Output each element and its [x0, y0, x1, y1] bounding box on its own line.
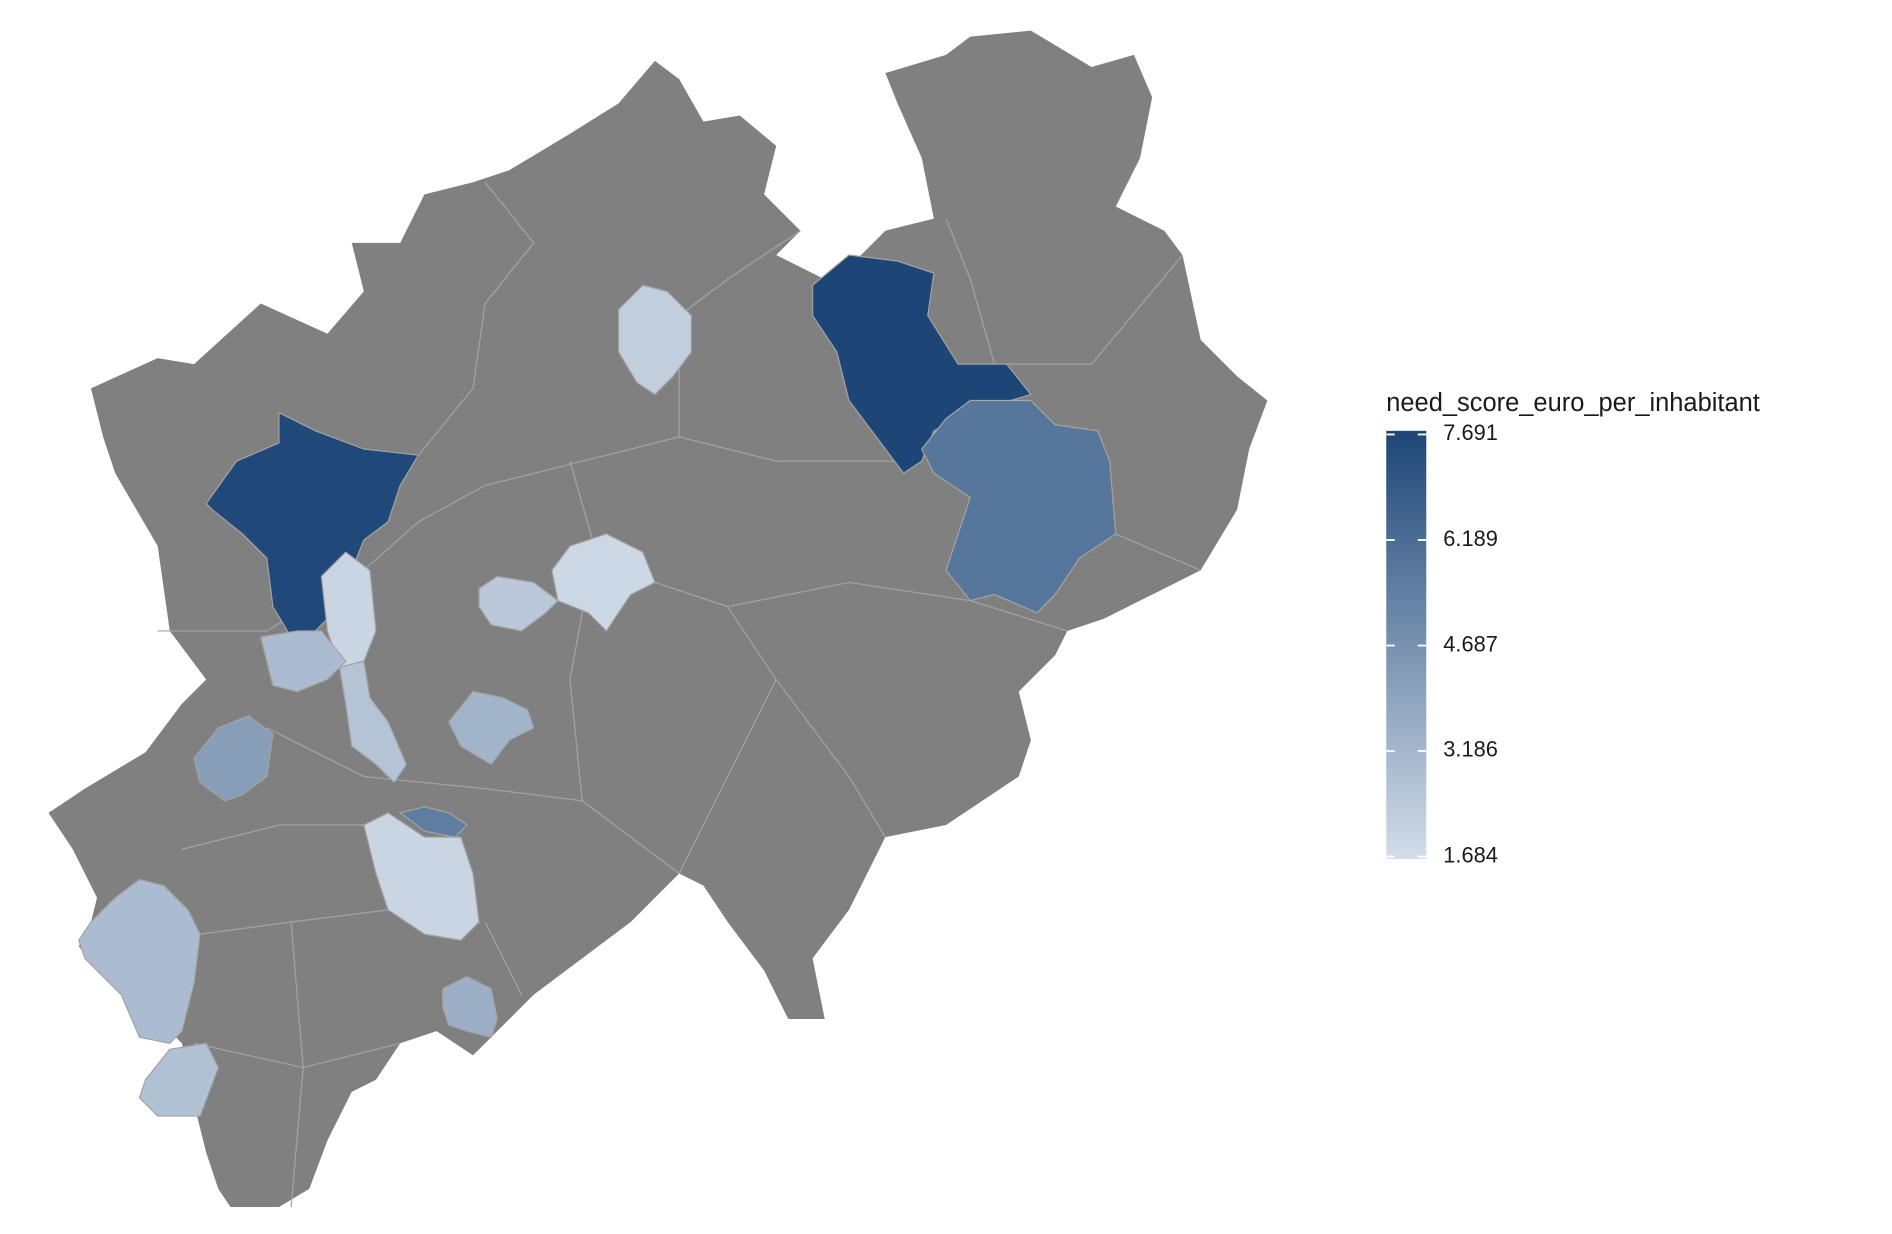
tick-label: 1.684 — [1443, 842, 1498, 867]
region — [448, 690, 535, 766]
state-outline — [48, 30, 1268, 1208]
tick-label: 4.687 — [1443, 631, 1498, 656]
region — [478, 575, 559, 632]
tick-label: 3.186 — [1443, 737, 1498, 762]
region — [617, 284, 692, 396]
region — [78, 878, 201, 1044]
legend-title: need_score_euro_per_inhabitant — [1386, 389, 1760, 417]
region — [138, 1042, 219, 1117]
region — [551, 533, 656, 632]
tick-label: 6.189 — [1443, 526, 1498, 551]
region — [205, 411, 420, 638]
region — [363, 812, 480, 941]
tick-label: 7.691 — [1443, 420, 1498, 445]
region — [398, 806, 468, 838]
region — [338, 660, 407, 784]
district-borders — [157, 181, 1201, 1208]
region — [320, 551, 377, 669]
region — [442, 975, 498, 1038]
region — [921, 399, 1117, 614]
region — [260, 630, 347, 693]
region — [193, 715, 274, 802]
